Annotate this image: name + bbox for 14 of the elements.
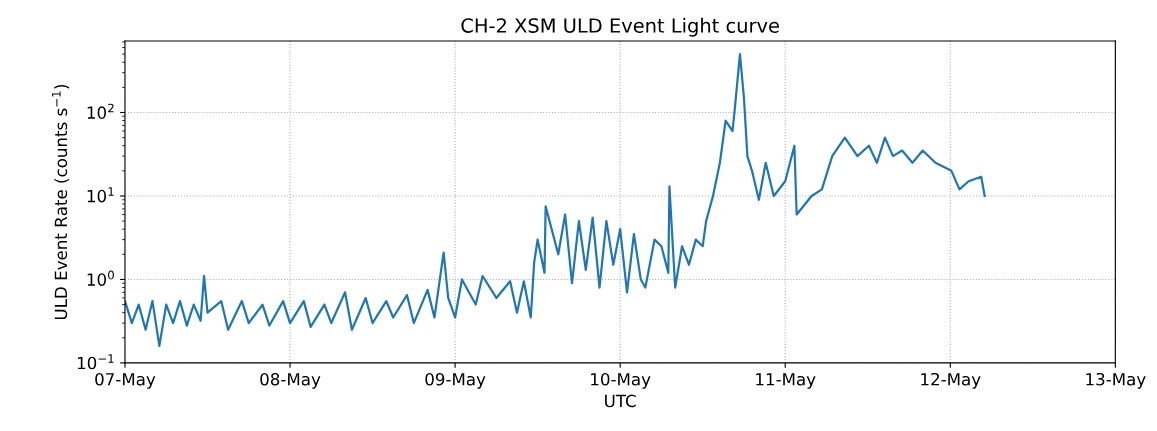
x-tick-label: 07-May bbox=[95, 372, 156, 389]
x-tick-label: 13-May bbox=[1086, 372, 1146, 389]
y-tick-label: 10$^{2}$ bbox=[87, 103, 114, 119]
y-tick-label: 10$^{−1}$ bbox=[77, 354, 114, 370]
y-tick-label: 10$^{0}$ bbox=[87, 270, 114, 286]
y-axis-title: ULD Event Rate (counts s$^{−1}$) bbox=[52, 84, 70, 320]
y-tick-label: 10$^{1}$ bbox=[87, 187, 114, 203]
x-tick-label: 08-May bbox=[260, 372, 321, 389]
x-tick-label: 09-May bbox=[425, 372, 486, 389]
chart-title: CH-2 XSM ULD Event Light curve bbox=[461, 17, 779, 37]
x-tick-label: 10-May bbox=[591, 372, 651, 389]
x-axis-title: UTC bbox=[605, 394, 636, 408]
x-tick-label: 12-May bbox=[921, 372, 981, 389]
x-tick-label: 11-May bbox=[756, 373, 816, 389]
